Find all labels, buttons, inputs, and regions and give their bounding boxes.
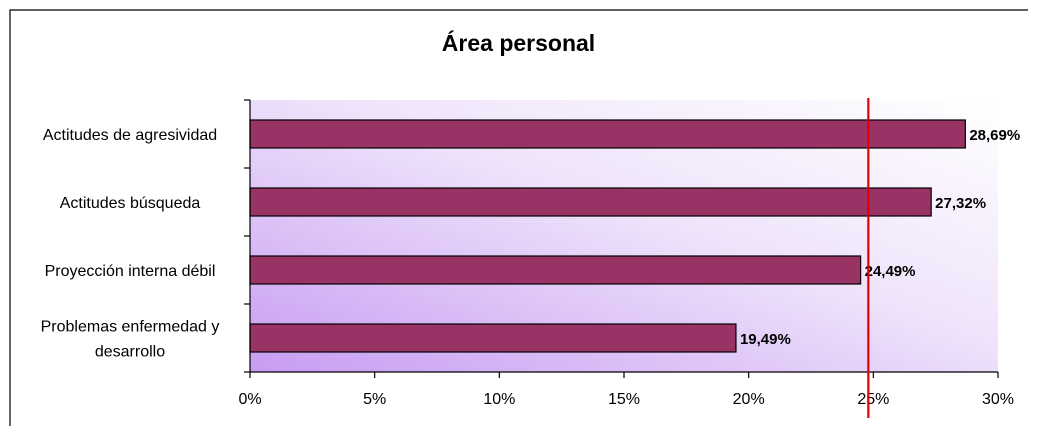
data-label: 19,49% — [740, 331, 791, 348]
x-tick-label: 20% — [733, 391, 765, 408]
x-tick-label: 10% — [483, 391, 515, 408]
x-tick-label: 30% — [982, 391, 1014, 408]
bar — [249, 119, 966, 149]
data-label: 27,32% — [935, 195, 986, 212]
category-label: Proyección interna débil — [45, 263, 216, 280]
bar — [249, 187, 932, 217]
data-label: 24,49% — [865, 263, 916, 280]
x-tick-label: 25% — [857, 391, 889, 408]
category-label: desarrollo — [95, 344, 165, 361]
bar — [249, 255, 862, 285]
chart-frame — [9, 9, 1028, 426]
chart-title: Área personal — [441, 30, 596, 56]
bar — [249, 323, 737, 353]
x-tick-label: 0% — [238, 391, 261, 408]
category-label: Problemas enfermedad y — [41, 319, 220, 336]
x-tick-label: 5% — [363, 391, 386, 408]
category-label: Actitudes búsqueda — [60, 195, 201, 212]
x-tick-label: 15% — [608, 391, 640, 408]
data-label: 28,69% — [969, 127, 1020, 144]
category-label: Actitudes de agresividad — [43, 127, 217, 144]
